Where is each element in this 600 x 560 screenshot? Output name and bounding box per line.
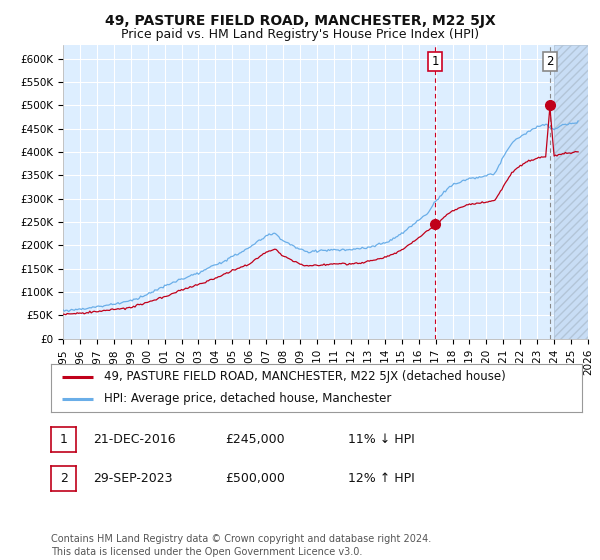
Text: 49, PASTURE FIELD ROAD, MANCHESTER, M22 5JX: 49, PASTURE FIELD ROAD, MANCHESTER, M22 … (104, 14, 496, 28)
Text: 11% ↓ HPI: 11% ↓ HPI (348, 433, 415, 446)
Text: £245,000: £245,000 (225, 433, 284, 446)
Text: 12% ↑ HPI: 12% ↑ HPI (348, 472, 415, 486)
Text: 1: 1 (431, 55, 439, 68)
Text: £500,000: £500,000 (225, 472, 285, 486)
Text: 2: 2 (546, 55, 554, 68)
Text: Contains HM Land Registry data © Crown copyright and database right 2024.
This d: Contains HM Land Registry data © Crown c… (51, 534, 431, 557)
Text: HPI: Average price, detached house, Manchester: HPI: Average price, detached house, Manc… (104, 392, 391, 405)
Text: Price paid vs. HM Land Registry's House Price Index (HPI): Price paid vs. HM Land Registry's House … (121, 28, 479, 41)
Bar (554, 45, 588, 339)
Text: 1: 1 (59, 433, 68, 446)
Text: 21-DEC-2016: 21-DEC-2016 (93, 433, 176, 446)
Text: 49, PASTURE FIELD ROAD, MANCHESTER, M22 5JX (detached house): 49, PASTURE FIELD ROAD, MANCHESTER, M22 … (104, 370, 506, 384)
Bar (554, 45, 588, 339)
Text: 29-SEP-2023: 29-SEP-2023 (93, 472, 173, 486)
Text: 2: 2 (59, 472, 68, 486)
